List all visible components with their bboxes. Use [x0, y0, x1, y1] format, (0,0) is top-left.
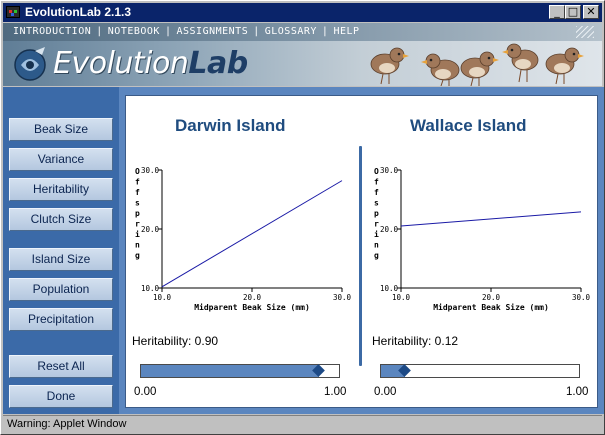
menu-separator: |: [321, 26, 329, 37]
menu-separator: |: [253, 26, 260, 37]
y-tick-label: 30.0: [141, 166, 160, 175]
logo-icon: [14, 47, 46, 81]
window-title: EvolutionLab 2.1.3: [25, 5, 132, 19]
minimize-button[interactable]: _: [549, 5, 565, 19]
darwin-heritability-slider[interactable]: [140, 364, 340, 378]
close-button[interactable]: ✕: [583, 5, 599, 19]
precipitation-button[interactable]: Precipitation: [9, 308, 113, 331]
regression-line: [400, 211, 582, 227]
island-size-button[interactable]: Island Size: [9, 248, 113, 271]
status-bar: Warning: Applet Window: [3, 415, 602, 434]
darwin-slider-max: 1.00: [324, 386, 347, 398]
x-tick-label: 20.0: [243, 293, 262, 302]
slider-fill: [141, 365, 320, 377]
x-tick-label: 20.0: [482, 293, 501, 302]
wallace-heritability-slider[interactable]: [380, 364, 580, 378]
menu-notebook[interactable]: NOTEBOOK: [107, 26, 160, 37]
x-tick-label: 10.0: [153, 293, 172, 302]
darwin-island-title: Darwin Island: [175, 116, 286, 135]
menu-bar: INTRODUCTION | NOTEBOOK | ASSIGNMENTS | GLOSSA…: [3, 23, 602, 41]
regression-line: [161, 180, 343, 288]
variance-button[interactable]: Variance: [9, 148, 113, 171]
parameter-sidebar: Beak Size Variance Heritability Clutch S…: [3, 87, 119, 414]
menu-separator: |: [164, 26, 172, 37]
y-tick-label: 20.0: [141, 225, 160, 234]
wallace-island-title: Wallace Island: [410, 116, 527, 135]
x-axis-label: Midparent Beak Size (mm): [194, 302, 310, 312]
population-button[interactable]: Population: [9, 278, 113, 301]
done-button[interactable]: Done: [9, 385, 113, 408]
y-tick-label: 10.0: [141, 284, 160, 293]
chart-svg: 10.0 20.0 30.0 10.0 20.0 30.0 Midparent Beak S…: [374, 166, 591, 312]
app-header: INTRODUCTION | NOTEBOOK | ASSIGNMENTS | GLOSSA…: [3, 23, 602, 86]
clutch-size-button[interactable]: Clutch Size: [9, 208, 113, 231]
wallace-slider-max: 1.00: [566, 386, 589, 398]
y-tick-label: 20.0: [380, 225, 399, 234]
menu-glossary[interactable]: GLOSSARY: [264, 26, 317, 37]
status-text: Warning: Applet Window: [7, 418, 127, 430]
java-app-icon: [6, 6, 20, 18]
heritability-button[interactable]: Heritability: [9, 178, 113, 201]
chart-svg: 10.0 20.0 30.0 10.0 20.0 30.0 Midparent Beak S…: [135, 166, 352, 312]
island-divider: [359, 146, 362, 366]
beak-size-button[interactable]: Beak Size: [9, 118, 113, 141]
title-bar[interactable]: EvolutionLab 2.1.3 _ □ ✕: [3, 3, 602, 22]
darwin-slider-min: 0.00: [134, 386, 157, 398]
darwin-heritability-value: Heritability: 0.90: [132, 334, 219, 348]
logo-word-lab: Lab: [188, 46, 248, 81]
main-area: Darwin Island Wallace Island 10.0 20.0 30.…: [119, 87, 604, 414]
wallace-heritability-value: Heritability: 0.12: [372, 334, 459, 348]
app-logo-text: EvolutionLab: [53, 46, 248, 81]
y-tick-label: 10.0: [380, 284, 399, 293]
x-axis-label: Midparent Beak Size (mm): [433, 302, 549, 312]
menu-help[interactable]: HELP: [333, 26, 360, 37]
wallace-slider-min: 0.00: [374, 386, 397, 398]
heritability-panel: Darwin Island Wallace Island 10.0 20.0 30.…: [125, 95, 598, 408]
x-tick-label: 10.0: [392, 293, 411, 302]
x-tick-label: 30.0: [572, 293, 591, 302]
x-tick-label: 30.0: [333, 293, 352, 302]
maximize-button[interactable]: □: [565, 5, 581, 19]
y-tick-label: 30.0: [380, 166, 399, 175]
menu-assignments[interactable]: ASSIGNMENTS: [176, 26, 249, 37]
logo-word-evolution: Evolution: [53, 46, 189, 81]
menu-introduction[interactable]: INTRODUCTION: [13, 26, 92, 37]
menu-separator: |: [96, 26, 103, 37]
finch-birds-illustration: [370, 43, 584, 86]
reset-all-button[interactable]: Reset All: [9, 355, 113, 378]
resize-grip-icon: [576, 26, 594, 38]
